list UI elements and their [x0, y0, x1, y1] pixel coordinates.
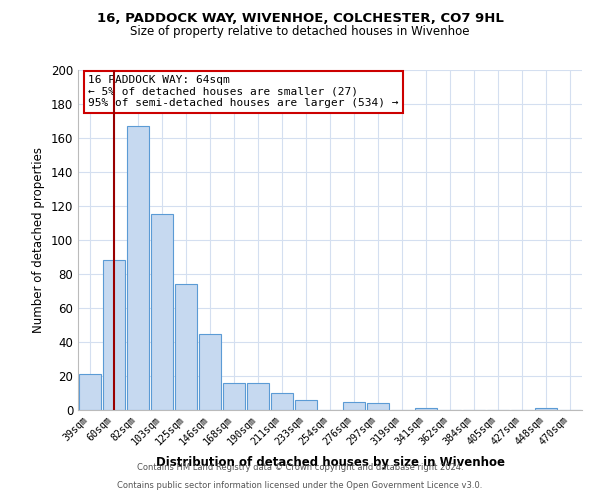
Bar: [127, 126, 149, 410]
Text: Contains HM Land Registry data © Crown copyright and database right 2024.: Contains HM Land Registry data © Crown c…: [137, 464, 463, 472]
Bar: [535, 408, 557, 410]
Bar: [223, 383, 245, 410]
Bar: [415, 408, 437, 410]
Bar: [103, 260, 125, 410]
X-axis label: Distribution of detached houses by size in Wivenhoe: Distribution of detached houses by size …: [155, 456, 505, 468]
Bar: [247, 383, 269, 410]
Bar: [199, 334, 221, 410]
Bar: [79, 374, 101, 410]
Bar: [295, 400, 317, 410]
Y-axis label: Number of detached properties: Number of detached properties: [32, 147, 45, 333]
Bar: [175, 284, 197, 410]
Text: 16 PADDOCK WAY: 64sqm
← 5% of detached houses are smaller (27)
95% of semi-detac: 16 PADDOCK WAY: 64sqm ← 5% of detached h…: [88, 75, 398, 108]
Bar: [343, 402, 365, 410]
Bar: [151, 214, 173, 410]
Text: Contains public sector information licensed under the Open Government Licence v3: Contains public sector information licen…: [118, 481, 482, 490]
Text: Size of property relative to detached houses in Wivenhoe: Size of property relative to detached ho…: [130, 25, 470, 38]
Bar: [271, 393, 293, 410]
Bar: [367, 403, 389, 410]
Text: 16, PADDOCK WAY, WIVENHOE, COLCHESTER, CO7 9HL: 16, PADDOCK WAY, WIVENHOE, COLCHESTER, C…: [97, 12, 503, 26]
